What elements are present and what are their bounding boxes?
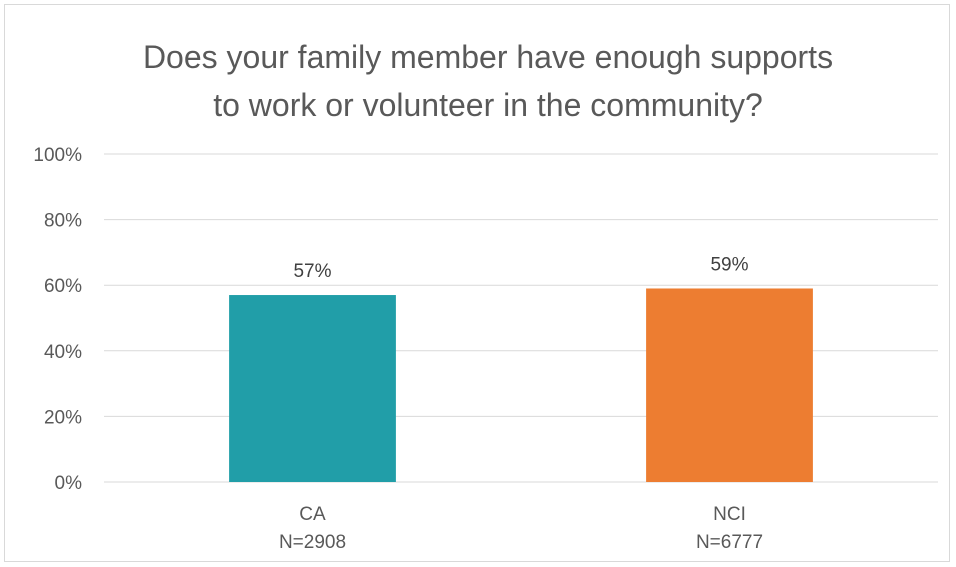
- bar-ca: [229, 295, 396, 482]
- category-labels: CA N=2908 NCI N=6777: [279, 504, 763, 553]
- category-label: CA: [299, 504, 326, 525]
- y-tick-label: 40%: [44, 342, 82, 363]
- y-tick-label: 100%: [33, 145, 82, 166]
- y-tick-label: 80%: [44, 211, 82, 232]
- category-label: NCI: [713, 504, 746, 525]
- category-sample-size: N=2908: [279, 532, 346, 553]
- bars: [229, 288, 813, 482]
- y-axis-tick-labels: 0% 20% 40% 60% 80% 100%: [33, 145, 82, 494]
- bar-nci: [646, 288, 813, 482]
- data-label-nci: 59%: [710, 254, 748, 275]
- chart-title-line-2: to work or volunteer in the community?: [213, 87, 763, 123]
- y-tick-label: 60%: [44, 276, 82, 297]
- data-label-ca: 57%: [293, 261, 331, 282]
- data-labels: 57% 59%: [293, 254, 748, 282]
- category-sample-size: N=6777: [696, 532, 763, 553]
- chart-title-line-1: Does your family member have enough supp…: [143, 39, 833, 75]
- y-tick-label: 20%: [44, 407, 82, 428]
- y-tick-label: 0%: [55, 473, 83, 494]
